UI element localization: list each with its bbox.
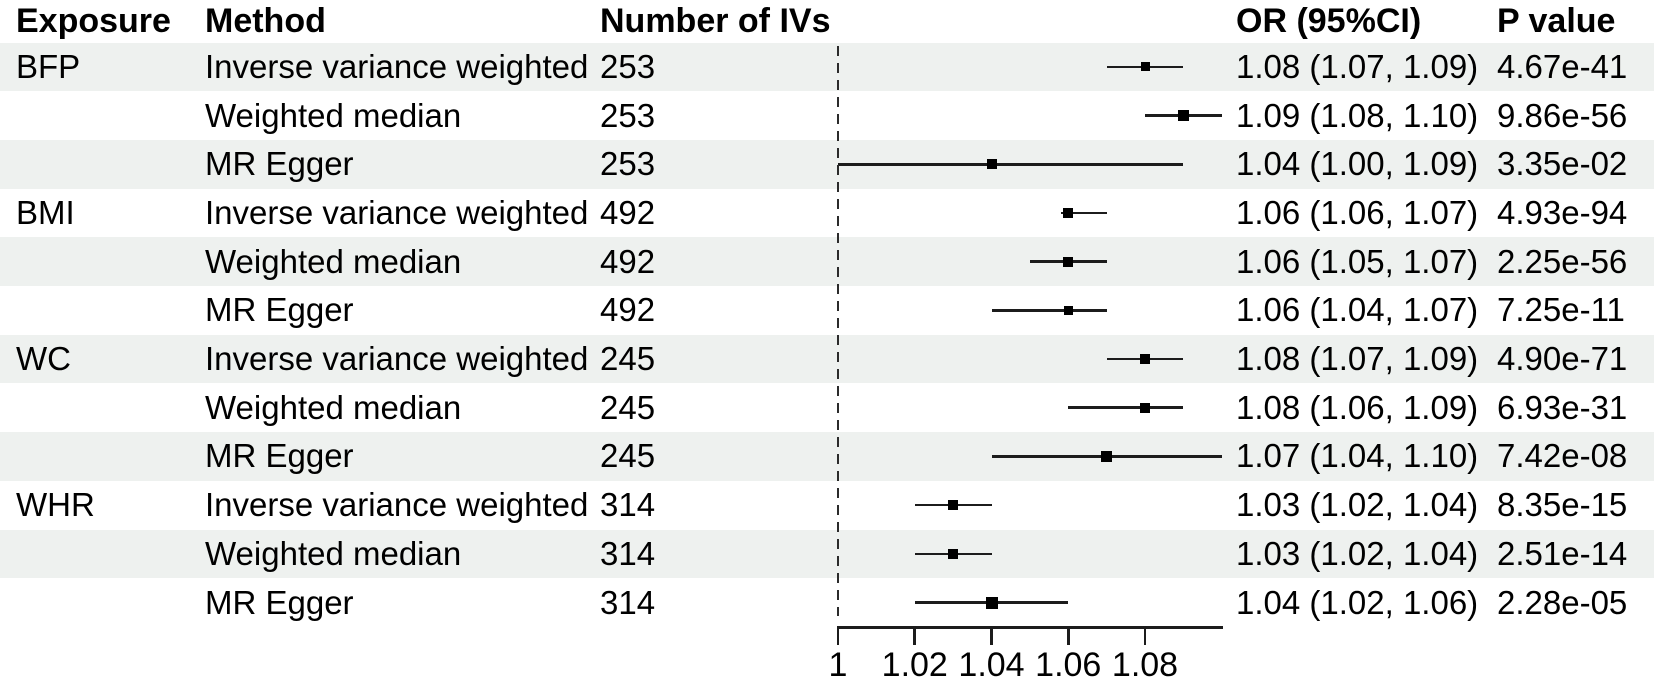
n-ivs-cell: 492 [600,193,656,231]
p-value-cell: 7.25e-11 [1497,291,1625,329]
p-value-cell: 4.67e-41 [1497,47,1628,85]
n-ivs-cell: 492 [600,242,656,280]
column-header-p-value: P value [1497,2,1616,40]
point-estimate-marker [1063,256,1074,267]
n-ivs-cell: 245 [600,340,656,378]
n-ivs-cell: 245 [600,388,656,426]
x-axis-tick [913,626,917,645]
point-estimate-marker [1140,354,1150,365]
point-estimate-marker [1177,110,1189,122]
or-ci-cell: 1.03 (1.02, 1.04) [1236,534,1479,572]
x-axis-tick [1066,626,1070,645]
table-row: MR Egger 492 1.06 (1.04, 1.07) 7.25e-11 [0,286,1654,335]
n-ivs-cell: 492 [600,291,656,329]
or-ci-cell: 1.06 (1.05, 1.07) [1236,242,1479,280]
point-estimate-marker [1063,207,1074,218]
n-ivs-cell: 253 [600,47,656,85]
exposure-cell: WHR [16,486,95,524]
method-cell: MR Egger [205,437,354,475]
x-axis-tick-label: 1 [828,646,848,684]
method-cell: Inverse variance weighted [205,486,589,524]
point-estimate-marker [1140,402,1150,413]
confidence-interval-line [1060,211,1107,215]
or-ci-cell: 1.04 (1.00, 1.09) [1236,145,1479,183]
p-value-cell: 8.35e-15 [1497,486,1628,524]
n-ivs-cell: 245 [600,437,656,475]
table-row: Weighted median 492 1.06 (1.05, 1.07) 2.25e… [0,237,1654,286]
column-header-or-ci: OR (95%CI) [1236,2,1422,40]
method-cell: Weighted median [205,534,462,572]
or-ci-cell: 1.07 (1.04, 1.10) [1236,437,1479,475]
method-cell: Inverse variance weighted [205,47,589,85]
x-axis-line [838,626,1223,629]
method-cell: Weighted median [205,388,462,426]
table-row: Weighted median 314 1.03 (1.02, 1.04) 2.51e… [0,529,1654,579]
n-ivs-cell: 314 [600,583,656,621]
x-axis-tick [990,626,993,645]
exposure-cell: BMI [16,193,75,231]
or-ci-cell: 1.04 (1.02, 1.06) [1236,583,1479,621]
x-axis-tick-label: 1.06 [1035,646,1102,684]
x-axis-tick [1143,626,1147,645]
method-cell: MR Egger [205,145,354,183]
p-value-cell: 2.28e-05 [1497,583,1628,621]
point-estimate-marker [1101,450,1113,462]
or-ci-cell: 1.08 (1.07, 1.09) [1236,47,1479,85]
method-cell: MR Egger [205,583,354,621]
table-row: MR Egger 245 1.07 (1.04, 1.10) 7.42e-08 [0,432,1654,481]
or-ci-cell: 1.03 (1.02, 1.04) [1236,486,1479,524]
n-ivs-cell: 314 [600,486,656,524]
exposure-cell: WC [16,340,71,378]
p-value-cell: 2.51e-14 [1497,534,1628,572]
p-value-cell: 4.90e-71 [1497,340,1628,378]
point-estimate-marker [948,548,959,559]
n-ivs-cell: 253 [600,96,656,134]
table-row: WC Inverse variance weighted 245 1.08 (1.07… [0,334,1654,384]
or-ci-cell: 1.09 (1.08, 1.10) [1236,96,1479,134]
p-value-cell: 2.25e-56 [1497,242,1628,280]
table-row: Weighted median 245 1.08 (1.06, 1.09) 6.93e… [0,383,1654,432]
method-cell: MR Egger [205,291,354,329]
p-value-cell: 3.35e-02 [1497,145,1628,183]
confidence-interval-line [1068,406,1184,410]
method-cell: Inverse variance weighted [205,193,589,231]
table-row: WHR Inverse variance weighted 314 1.03 (1.0… [0,481,1654,530]
p-value-cell: 7.42e-08 [1497,437,1628,475]
or-ci-cell: 1.08 (1.07, 1.09) [1236,340,1479,378]
point-estimate-marker [1063,305,1073,315]
point-estimate-marker [986,159,997,170]
p-value-cell: 4.93e-94 [1497,193,1628,231]
point-estimate-marker [948,500,959,511]
x-axis-tick-label: 1.04 [958,646,1025,684]
x-axis-tick-label: 1.08 [1111,646,1179,684]
x-axis-tick-label: 1.02 [881,646,948,684]
point-estimate-marker [1140,62,1150,72]
x-axis-tick [836,626,840,645]
column-header-method: Method [205,2,326,40]
or-ci-cell: 1.06 (1.06, 1.07) [1236,193,1479,231]
n-ivs-cell: 314 [600,534,656,572]
method-cell: Weighted median [205,242,462,280]
confidence-interval-line [838,162,1184,166]
table-row: Weighted median 253 1.09 (1.08, 1.10) 9.86e… [0,91,1654,140]
method-cell: Weighted median [205,96,462,134]
table-row: BMI Inverse variance weighted 492 1.06 (1.0… [0,189,1654,238]
or-ci-cell: 1.08 (1.06, 1.09) [1236,388,1479,426]
n-ivs-cell: 253 [600,145,656,183]
table-row: MR Egger 253 1.04 (1.00, 1.09) 3.35e-02 [0,139,1654,189]
confidence-interval-line [991,309,1107,312]
method-cell: Inverse variance weighted [205,340,589,378]
p-value-cell: 9.86e-56 [1497,96,1628,134]
table-row: MR Egger 314 1.04 (1.02, 1.06) 2.28e-05 [0,578,1654,627]
exposure-cell: BFP [16,47,81,85]
or-ci-cell: 1.06 (1.04, 1.07) [1236,291,1479,329]
point-estimate-marker [985,596,998,609]
column-header-n-ivs: Number of IVs [600,2,831,40]
p-value-cell: 6.93e-31 [1497,388,1628,426]
column-header-exposure: Exposure [16,2,171,40]
reference-line [836,46,839,616]
table-row: BFP Inverse variance weighted 253 1.08 (1.0… [0,42,1654,92]
